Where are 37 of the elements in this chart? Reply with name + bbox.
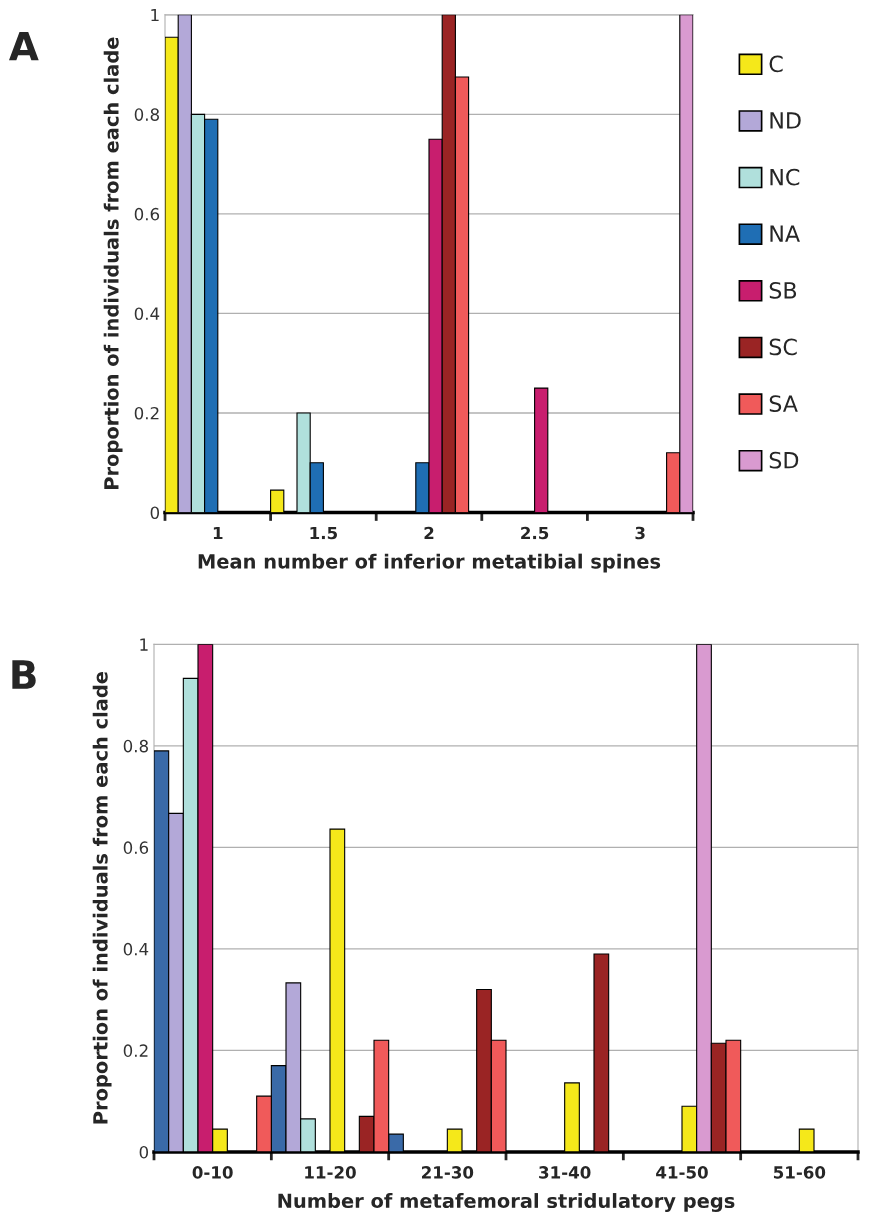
x-tick-label: 41-50 [656, 1166, 708, 1179]
x-tick-label: 51-60 [773, 1166, 826, 1179]
x-tick-label: 2.5 [521, 526, 549, 540]
y-tick-label: 0.4 [123, 942, 149, 956]
y-tick-label: 0 [139, 1145, 149, 1159]
y-tick-label: 0.2 [123, 1044, 148, 1057]
x-tick-label: 1.5 [310, 526, 337, 540]
text: A [8, 32, 39, 61]
legend-label: SA [769, 395, 798, 412]
legend-label: C [769, 55, 783, 73]
y-tick-label: 0.2 [134, 406, 159, 420]
x-tick-label: 0-10 [192, 1166, 233, 1179]
y-tick-label: 0 [150, 506, 160, 520]
legend-label: SC [769, 338, 797, 356]
y-tick-label: 1 [151, 8, 159, 22]
legend-label: NA [770, 225, 800, 242]
legend-label: NC [770, 168, 800, 186]
y-tick-label: 1 [140, 638, 148, 651]
x-axis-title: Mean number of inferior metatibial spines [198, 553, 661, 573]
x-tick-label: 21-30 [422, 1166, 474, 1179]
legend-label: SD [769, 451, 799, 469]
y-axis-title: Proportion of individuals from each clade [103, 37, 123, 489]
x-axis-title: Number of metafemoral stridulatory pegs [278, 1193, 735, 1213]
text: B [12, 660, 36, 689]
y-tick-label: 0.6 [123, 841, 149, 854]
y-tick-label: 0.8 [134, 108, 159, 121]
legend-label: SB [769, 281, 797, 299]
x-tick-label: 11-20 [305, 1166, 356, 1179]
legend-label: ND [770, 112, 801, 129]
y-tick-label: 0.6 [134, 207, 160, 221]
y-tick-label: 0.8 [123, 739, 148, 753]
x-tick-label: 31-40 [539, 1166, 591, 1179]
y-axis-title: Proportion of individuals from each clade [92, 671, 112, 1124]
x-tick-label: 3 [635, 526, 645, 540]
x-tick-label: 1 [213, 526, 223, 540]
x-tick-label: 2 [424, 526, 434, 540]
y-tick-label: 0.4 [134, 307, 160, 320]
